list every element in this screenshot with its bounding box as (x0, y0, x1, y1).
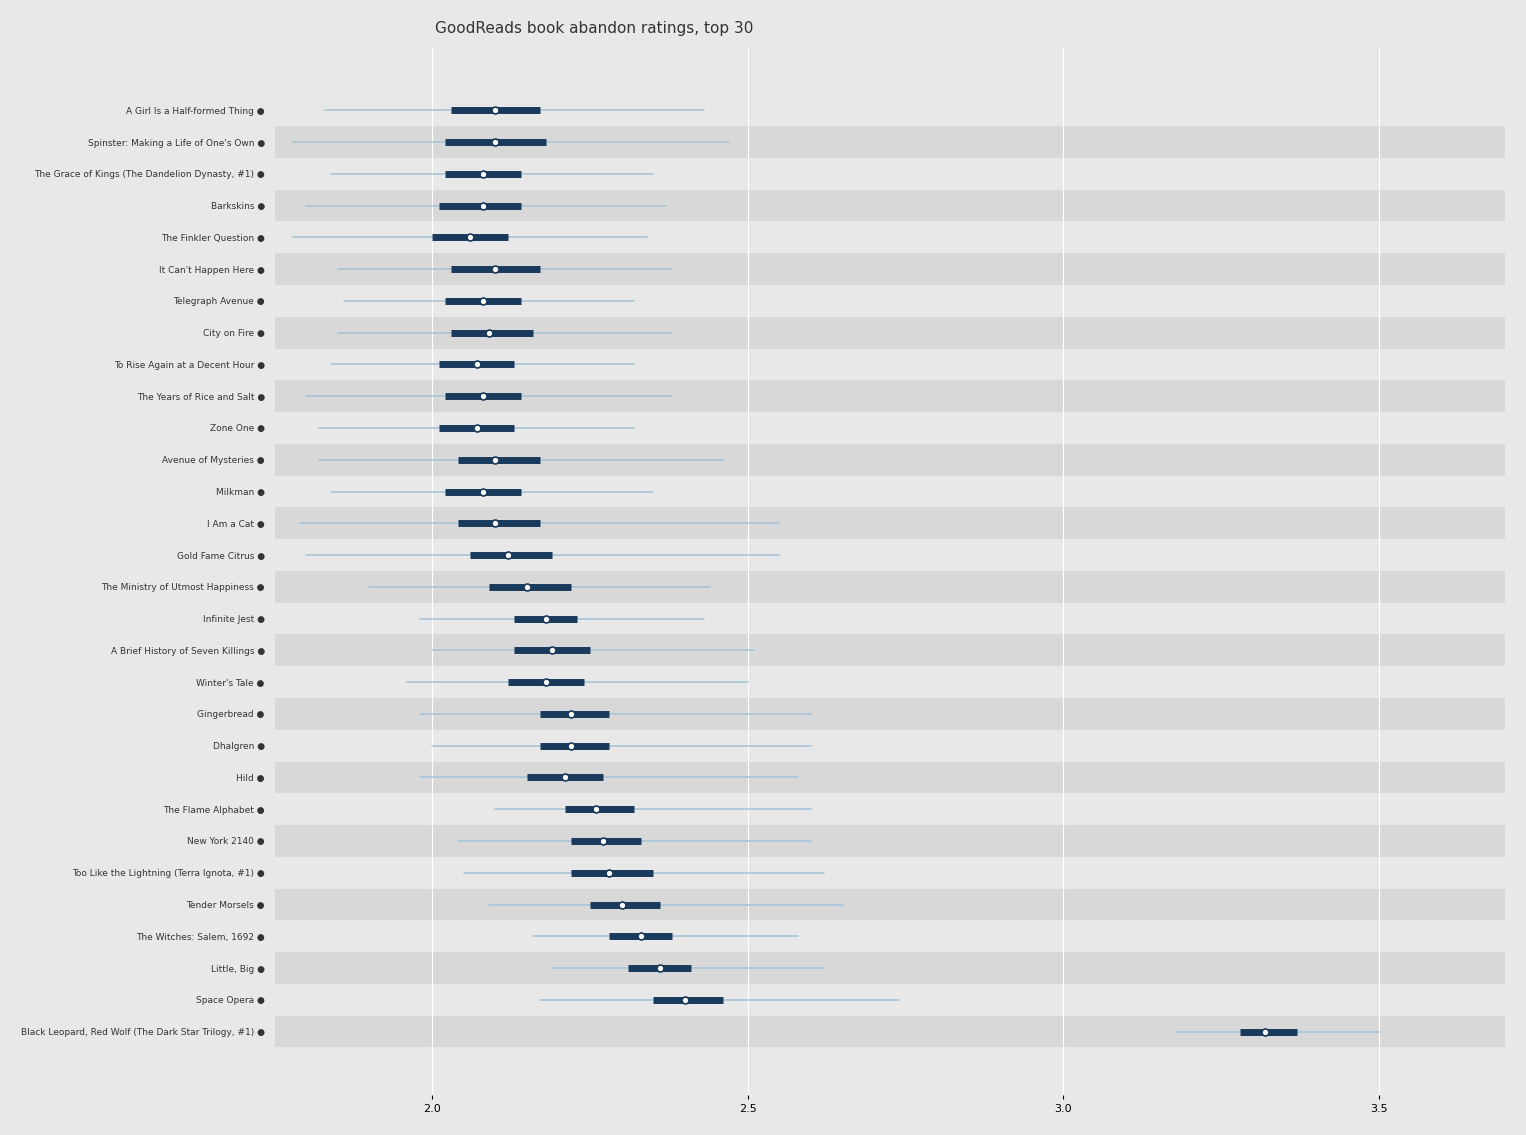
Bar (275, 825, 1505, 857)
Bar (275, 380, 1505, 412)
Bar (275, 253, 1505, 285)
Bar (275, 603, 1505, 634)
Bar (275, 698, 1505, 730)
Bar (275, 221, 1505, 253)
Bar (275, 158, 1505, 190)
Bar (275, 793, 1505, 825)
Bar (275, 1016, 1505, 1048)
Bar (275, 317, 1505, 348)
Bar (275, 666, 1505, 698)
Bar (275, 412, 1505, 444)
Bar (275, 762, 1505, 793)
Bar (275, 952, 1505, 984)
Bar (275, 571, 1505, 603)
Bar (275, 285, 1505, 317)
Bar (275, 348, 1505, 380)
Bar (275, 857, 1505, 889)
Bar (275, 190, 1505, 221)
Bar (275, 539, 1505, 571)
Bar (275, 126, 1505, 158)
Bar (275, 444, 1505, 476)
Bar (275, 94, 1505, 126)
Bar (275, 476, 1505, 507)
Bar (275, 730, 1505, 762)
Bar (275, 920, 1505, 952)
Text: GoodReads book abandon ratings, top 30: GoodReads book abandon ratings, top 30 (435, 20, 752, 36)
Bar (275, 984, 1505, 1016)
Bar (275, 507, 1505, 539)
Bar (275, 889, 1505, 920)
Bar (275, 634, 1505, 666)
